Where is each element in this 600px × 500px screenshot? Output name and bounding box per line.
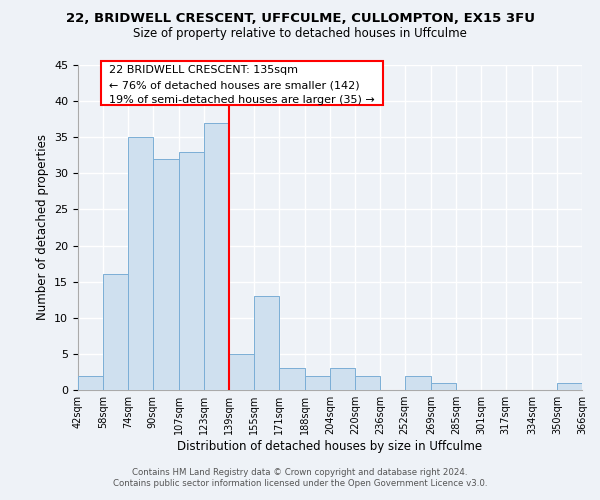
Bar	[152, 159, 179, 390]
Bar	[229, 354, 254, 390]
Text: 22, BRIDWELL CRESCENT, UFFCULME, CULLOMPTON, EX15 3FU: 22, BRIDWELL CRESCENT, UFFCULME, CULLOMP…	[65, 12, 535, 26]
Bar	[557, 383, 582, 390]
Bar	[179, 152, 204, 390]
Text: ← 76% of detached houses are smaller (142): ← 76% of detached houses are smaller (14…	[109, 81, 359, 91]
Bar	[355, 376, 380, 390]
Text: Size of property relative to detached houses in Uffculme: Size of property relative to detached ho…	[133, 28, 467, 40]
X-axis label: Distribution of detached houses by size in Uffculme: Distribution of detached houses by size …	[178, 440, 482, 453]
Text: 22 BRIDWELL CRESCENT: 135sqm: 22 BRIDWELL CRESCENT: 135sqm	[109, 64, 298, 74]
Bar	[330, 368, 355, 390]
Text: 19% of semi-detached houses are larger (35) →: 19% of semi-detached houses are larger (…	[109, 95, 374, 105]
Y-axis label: Number of detached properties: Number of detached properties	[35, 134, 49, 320]
Bar	[254, 296, 278, 390]
Bar	[204, 123, 229, 390]
Bar	[431, 383, 456, 390]
Bar	[128, 137, 152, 390]
Bar	[103, 274, 128, 390]
FancyBboxPatch shape	[101, 62, 383, 104]
Bar	[278, 368, 305, 390]
Bar	[404, 376, 431, 390]
Text: Contains HM Land Registry data © Crown copyright and database right 2024.
Contai: Contains HM Land Registry data © Crown c…	[113, 468, 487, 487]
Bar	[305, 376, 330, 390]
Bar	[78, 376, 103, 390]
